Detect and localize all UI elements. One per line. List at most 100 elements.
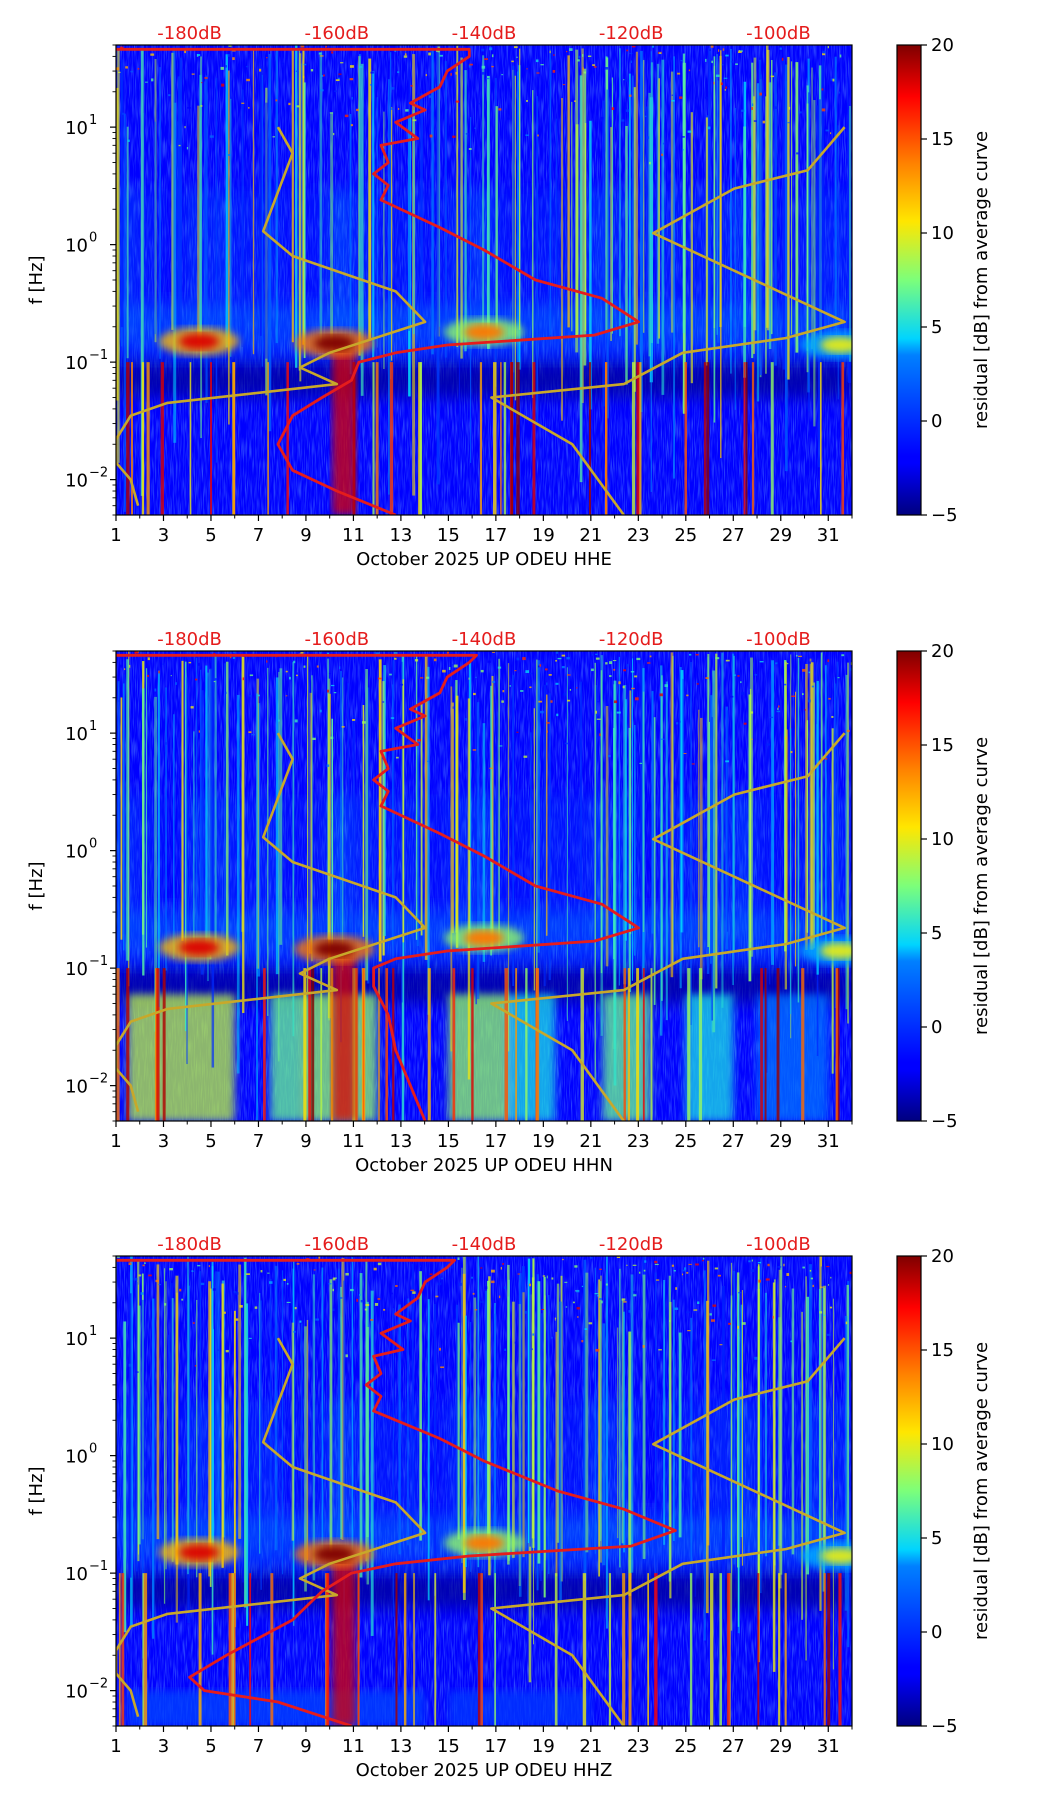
speckle xyxy=(184,126,186,129)
speckle xyxy=(146,674,149,677)
speckle xyxy=(684,1267,687,1271)
event-streak xyxy=(493,362,497,515)
event-streak xyxy=(300,63,304,349)
speckle xyxy=(285,670,288,673)
speckle xyxy=(802,693,804,696)
speckle xyxy=(629,94,632,97)
speckle xyxy=(705,58,707,62)
colorbar-tick-label: 10 xyxy=(931,829,954,850)
speckle xyxy=(437,1282,442,1286)
event-streak xyxy=(760,968,763,1121)
event-streak xyxy=(320,968,323,1121)
speckle xyxy=(450,73,452,76)
y-tick-label: 10 xyxy=(65,1447,88,1468)
speckle xyxy=(232,656,236,660)
speckle xyxy=(418,1265,422,1268)
event-streak xyxy=(457,1322,460,1540)
event-streak xyxy=(178,76,181,329)
event-streak xyxy=(661,675,663,1001)
speckle xyxy=(514,670,517,672)
speckle xyxy=(675,1287,678,1290)
speckle xyxy=(440,1366,445,1369)
event-streak xyxy=(179,57,182,345)
event-streak xyxy=(780,1256,783,1575)
event-streak xyxy=(588,362,592,515)
event-streak xyxy=(126,659,130,961)
speckle xyxy=(509,685,511,687)
x-tick-label: 5 xyxy=(205,1131,216,1152)
event-streak xyxy=(801,968,805,1121)
y-tick-exponent: 1 xyxy=(89,113,97,128)
event-streak xyxy=(580,681,582,1008)
speckle xyxy=(713,81,715,85)
event-streak xyxy=(398,1304,401,1555)
speckle xyxy=(574,1265,578,1268)
speckle xyxy=(576,687,578,689)
event-streak xyxy=(827,708,829,974)
hotspot-1 xyxy=(314,941,355,958)
colorbar-tick-label: 10 xyxy=(931,1434,954,1455)
speckle xyxy=(320,75,324,77)
speckle xyxy=(248,1337,252,1339)
event-streak xyxy=(808,92,810,412)
speckle xyxy=(472,749,477,751)
speckle xyxy=(489,47,493,51)
speckle xyxy=(403,55,408,58)
event-streak xyxy=(680,670,684,933)
event-streak xyxy=(230,1573,234,1726)
speckle xyxy=(391,1292,394,1295)
speckle xyxy=(623,669,627,672)
event-streak xyxy=(464,70,467,352)
heatmap-band xyxy=(832,1399,846,1538)
speckle xyxy=(599,1268,602,1270)
speckle xyxy=(294,1306,297,1310)
speckle xyxy=(382,701,385,703)
speckle xyxy=(687,130,692,133)
event-streak xyxy=(456,45,459,347)
y-tick-exponent: −2 xyxy=(89,1677,108,1692)
event-streak xyxy=(306,1319,309,1561)
event-streak xyxy=(304,1326,307,1592)
speckle xyxy=(197,54,201,56)
speckle xyxy=(299,1320,302,1323)
event-streak xyxy=(845,674,848,1010)
speckle xyxy=(138,1274,142,1277)
speckle xyxy=(718,49,720,52)
speckle xyxy=(689,653,692,656)
speckle xyxy=(759,92,762,96)
event-streak xyxy=(200,690,204,975)
speckle xyxy=(784,736,787,740)
event-streak xyxy=(836,661,839,990)
event-streak xyxy=(355,968,358,1121)
speckle xyxy=(772,1315,774,1319)
event-streak xyxy=(416,718,419,947)
event-streak xyxy=(654,1272,657,1714)
speckle xyxy=(370,71,374,74)
event-streak xyxy=(342,677,344,971)
event-streak xyxy=(765,96,767,374)
event-streak xyxy=(225,54,228,348)
speckle xyxy=(829,1306,833,1309)
speckle xyxy=(397,55,401,59)
event-streak xyxy=(834,683,837,1009)
y-tick-label: 10 xyxy=(65,1077,88,1098)
speckle xyxy=(542,1275,546,1277)
event-streak xyxy=(175,1275,179,1565)
speckle xyxy=(632,1264,637,1266)
speckle xyxy=(634,675,638,678)
event-streak xyxy=(835,968,838,1121)
event-streak xyxy=(142,688,145,976)
speckle xyxy=(201,82,203,84)
event-streak xyxy=(368,58,372,341)
speckle xyxy=(420,677,424,679)
x-tick-label: 13 xyxy=(389,1736,412,1757)
y-tick-exponent: 1 xyxy=(89,719,97,734)
x-tick-label: 7 xyxy=(253,1131,264,1152)
speckle xyxy=(148,1274,152,1277)
speckle xyxy=(128,1262,132,1266)
event-streak xyxy=(372,362,375,515)
speckle xyxy=(751,103,754,107)
speckle xyxy=(655,1279,660,1281)
speckle xyxy=(730,61,735,63)
speckle xyxy=(441,1277,443,1280)
